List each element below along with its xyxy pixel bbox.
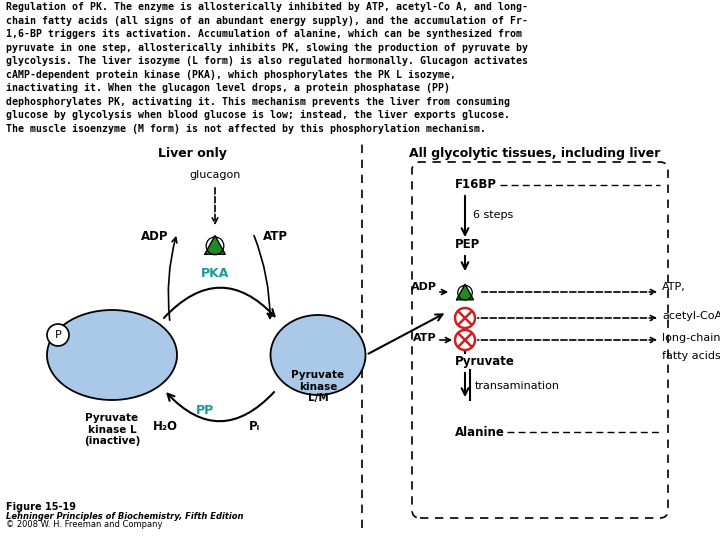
Text: ADP: ADP xyxy=(411,282,437,292)
Text: Pᵢ: Pᵢ xyxy=(249,421,261,434)
Text: chain fatty acids (all signs of an abundant energy supply), and the accumulation: chain fatty acids (all signs of an abund… xyxy=(6,16,528,25)
Text: glycolysis. The liver isozyme (L form) is also regulated hormonally. Glucagon ac: glycolysis. The liver isozyme (L form) i… xyxy=(6,56,528,66)
Ellipse shape xyxy=(271,315,366,395)
FancyArrowPatch shape xyxy=(168,392,274,421)
Circle shape xyxy=(455,330,475,350)
Text: PKA: PKA xyxy=(201,267,229,280)
Text: fatty acids: fatty acids xyxy=(662,351,720,361)
Text: The muscle isoenzyme (M form) is not affected by this phosphorylation mechanism.: The muscle isoenzyme (M form) is not aff… xyxy=(6,124,486,133)
Text: 6 steps: 6 steps xyxy=(473,210,513,220)
Text: glucose by glycolysis when blood glucose is low; instead, the liver exports gluc: glucose by glycolysis when blood glucose… xyxy=(6,110,510,120)
Text: dephosphorylates PK, activating it. This mechanism prevents the liver from consu: dephosphorylates PK, activating it. This… xyxy=(6,97,510,106)
Text: Liver only: Liver only xyxy=(158,147,226,160)
Text: Regulation of PK. The enzyme is allosterically inhibited by ATP, acetyl-Co A, an: Regulation of PK. The enzyme is alloster… xyxy=(6,2,528,12)
Polygon shape xyxy=(456,284,474,300)
Text: Alanine: Alanine xyxy=(455,426,505,438)
Text: Figure 15-19: Figure 15-19 xyxy=(6,502,76,512)
Text: acetyl-CoA,: acetyl-CoA, xyxy=(662,311,720,321)
Text: ATP,: ATP, xyxy=(662,282,685,292)
Text: 1,6-BP triggers its activation. Accumulation of alanine, which can be synthesize: 1,6-BP triggers its activation. Accumula… xyxy=(6,29,522,39)
Text: PP: PP xyxy=(196,403,214,416)
Text: H₂O: H₂O xyxy=(153,421,178,434)
Text: Lehninger Principles of Biochemistry, Fifth Edition: Lehninger Principles of Biochemistry, Fi… xyxy=(6,512,243,521)
Text: glucagon: glucagon xyxy=(189,170,240,180)
Text: P: P xyxy=(55,330,61,340)
FancyArrowPatch shape xyxy=(164,288,274,318)
Text: transamination: transamination xyxy=(475,381,560,391)
Text: pyruvate in one step, allosterically inhibits PK, slowing the production of pyru: pyruvate in one step, allosterically inh… xyxy=(6,43,528,52)
Text: PEP: PEP xyxy=(455,239,480,252)
Circle shape xyxy=(47,324,69,346)
Text: Pyruvate
kinase L
(inactive): Pyruvate kinase L (inactive) xyxy=(84,413,140,446)
Polygon shape xyxy=(204,235,225,254)
Text: ATP: ATP xyxy=(413,333,437,343)
Text: F16BP: F16BP xyxy=(455,179,497,192)
Text: Pyruvate
kinase
L/M: Pyruvate kinase L/M xyxy=(292,370,345,403)
Ellipse shape xyxy=(47,310,177,400)
Text: All glycolytic tissues, including liver: All glycolytic tissues, including liver xyxy=(409,147,661,160)
Text: inactivating it. When the glucagon level drops, a protein phosphatase (PP): inactivating it. When the glucagon level… xyxy=(6,83,450,93)
Text: ADP: ADP xyxy=(141,231,168,244)
Text: long-chain: long-chain xyxy=(662,333,720,343)
Text: Pyruvate: Pyruvate xyxy=(455,355,515,368)
Text: © 2008 W. H. Freeman and Company: © 2008 W. H. Freeman and Company xyxy=(6,520,163,529)
Text: ATP: ATP xyxy=(263,231,287,244)
Text: cAMP-dependent protein kinase (PKA), which phosphorylates the PK L isozyme,: cAMP-dependent protein kinase (PKA), whi… xyxy=(6,70,456,79)
Circle shape xyxy=(455,308,475,328)
